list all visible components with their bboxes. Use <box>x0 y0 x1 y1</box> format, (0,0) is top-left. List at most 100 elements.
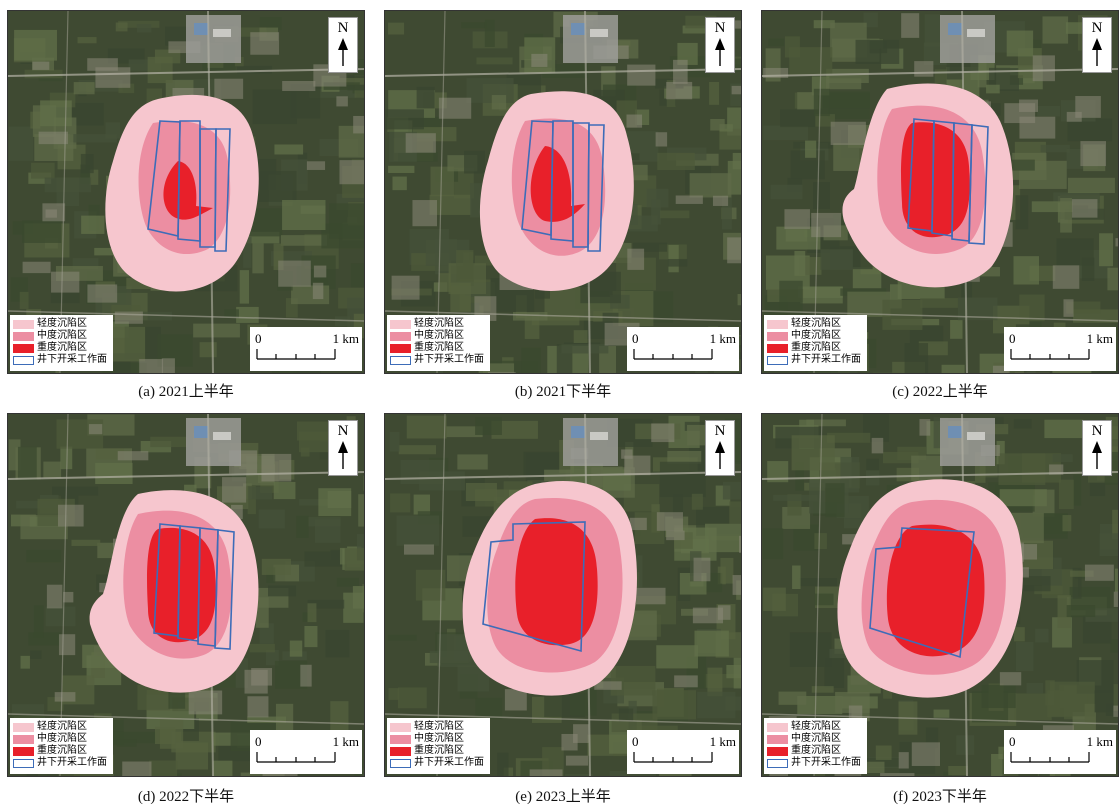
legend-swatch <box>13 747 34 756</box>
legend-label: 井下开采工作面 <box>414 354 484 366</box>
map-legend: 轻度沉陷区中度沉陷区重度沉陷区井下开采工作面 <box>10 718 113 774</box>
scale-start-label: 0 <box>632 331 639 347</box>
legend-item: 井下开采工作面 <box>390 354 488 366</box>
legend-label: 中度沉陷区 <box>791 330 841 342</box>
legend-swatch <box>390 759 411 768</box>
north-arrow: N <box>1082 420 1112 476</box>
scale-end-label: 1 km <box>710 734 736 750</box>
map-legend: 轻度沉陷区中度沉陷区重度沉陷区井下开采工作面 <box>387 718 490 774</box>
north-arrow-icon <box>336 439 350 469</box>
legend-swatch <box>767 320 788 329</box>
scale-start-label: 0 <box>632 734 639 750</box>
north-label: N <box>1083 20 1111 36</box>
caption-b: (b) 2021下半年 <box>383 380 743 401</box>
legend-label: 重度沉陷区 <box>37 342 87 354</box>
legend-item: 中度沉陷区 <box>767 733 865 745</box>
legend-item: 中度沉陷区 <box>390 330 488 342</box>
north-arrow: N <box>705 17 735 73</box>
scale-bar: 0 1 km <box>250 327 362 371</box>
legend-label: 井下开采工作面 <box>791 354 861 366</box>
legend-item: 中度沉陷区 <box>767 330 865 342</box>
legend-item: 井下开采工作面 <box>13 354 111 366</box>
legend-item: 轻度沉陷区 <box>13 318 111 330</box>
scale-end-label: 1 km <box>1087 331 1113 347</box>
legend-item: 重度沉陷区 <box>13 745 111 757</box>
legend-label: 轻度沉陷区 <box>791 721 841 733</box>
legend-swatch <box>13 344 34 353</box>
legend-swatch <box>13 723 34 732</box>
legend-swatch <box>390 747 411 756</box>
caption-c: (c) 2022上半年 <box>760 380 1120 401</box>
legend-swatch <box>390 723 411 732</box>
legend-label: 重度沉陷区 <box>37 745 87 757</box>
legend-item: 井下开采工作面 <box>390 757 488 769</box>
legend-item: 重度沉陷区 <box>390 342 488 354</box>
legend-item: 中度沉陷区 <box>13 330 111 342</box>
legend-item: 重度沉陷区 <box>13 342 111 354</box>
legend-swatch <box>390 332 411 341</box>
north-label: N <box>329 20 357 36</box>
legend-swatch <box>13 356 34 365</box>
legend-label: 重度沉陷区 <box>414 342 464 354</box>
legend-swatch <box>767 356 788 365</box>
legend-label: 重度沉陷区 <box>414 745 464 757</box>
north-arrow-icon <box>713 439 727 469</box>
north-arrow: N <box>328 17 358 73</box>
north-arrow-icon <box>1090 36 1104 66</box>
legend-label: 中度沉陷区 <box>37 330 87 342</box>
north-arrow-icon <box>713 36 727 66</box>
legend-label: 中度沉陷区 <box>37 733 87 745</box>
legend-label: 轻度沉陷区 <box>414 318 464 330</box>
legend-label: 轻度沉陷区 <box>414 721 464 733</box>
legend-swatch <box>13 320 34 329</box>
legend-swatch <box>767 759 788 768</box>
north-arrow: N <box>705 420 735 476</box>
map-legend: 轻度沉陷区中度沉陷区重度沉陷区井下开采工作面 <box>387 315 490 371</box>
scale-bar-ruler <box>633 349 713 361</box>
north-arrow-icon <box>1090 439 1104 469</box>
legend-item: 轻度沉陷区 <box>767 318 865 330</box>
legend-swatch <box>390 356 411 365</box>
legend-label: 井下开采工作面 <box>37 757 107 769</box>
scale-start-label: 0 <box>255 331 262 347</box>
legend-label: 井下开采工作面 <box>37 354 107 366</box>
legend-swatch <box>13 759 34 768</box>
legend-swatch <box>767 747 788 756</box>
legend-swatch <box>390 344 411 353</box>
north-label: N <box>706 20 734 36</box>
scale-end-label: 1 km <box>333 331 359 347</box>
scale-start-label: 0 <box>1009 331 1016 347</box>
legend-label: 中度沉陷区 <box>414 330 464 342</box>
north-arrow: N <box>1082 17 1112 73</box>
legend-item: 轻度沉陷区 <box>390 721 488 733</box>
legend-item: 重度沉陷区 <box>767 745 865 757</box>
legend-item: 中度沉陷区 <box>390 733 488 745</box>
legend-label: 中度沉陷区 <box>791 733 841 745</box>
scale-bar-ruler <box>256 349 336 361</box>
legend-label: 井下开采工作面 <box>414 757 484 769</box>
legend-label: 中度沉陷区 <box>414 733 464 745</box>
scale-bar: 0 1 km <box>627 730 739 774</box>
caption-e: (e) 2023上半年 <box>383 785 743 806</box>
legend-item: 轻度沉陷区 <box>13 721 111 733</box>
scale-bar-ruler <box>1010 752 1090 764</box>
north-label: N <box>329 423 357 439</box>
legend-item: 重度沉陷区 <box>390 745 488 757</box>
legend-item: 中度沉陷区 <box>13 733 111 745</box>
legend-item: 轻度沉陷区 <box>767 721 865 733</box>
legend-label: 轻度沉陷区 <box>791 318 841 330</box>
legend-label: 重度沉陷区 <box>791 342 841 354</box>
legend-swatch <box>767 344 788 353</box>
severe-subsidence-zone <box>887 525 985 657</box>
scale-end-label: 1 km <box>1087 734 1113 750</box>
legend-label: 重度沉陷区 <box>791 745 841 757</box>
north-arrow-icon <box>336 36 350 66</box>
caption-d: (d) 2022下半年 <box>6 785 366 806</box>
caption-a: (a) 2021上半年 <box>6 380 366 401</box>
scale-bar: 0 1 km <box>1004 327 1116 371</box>
